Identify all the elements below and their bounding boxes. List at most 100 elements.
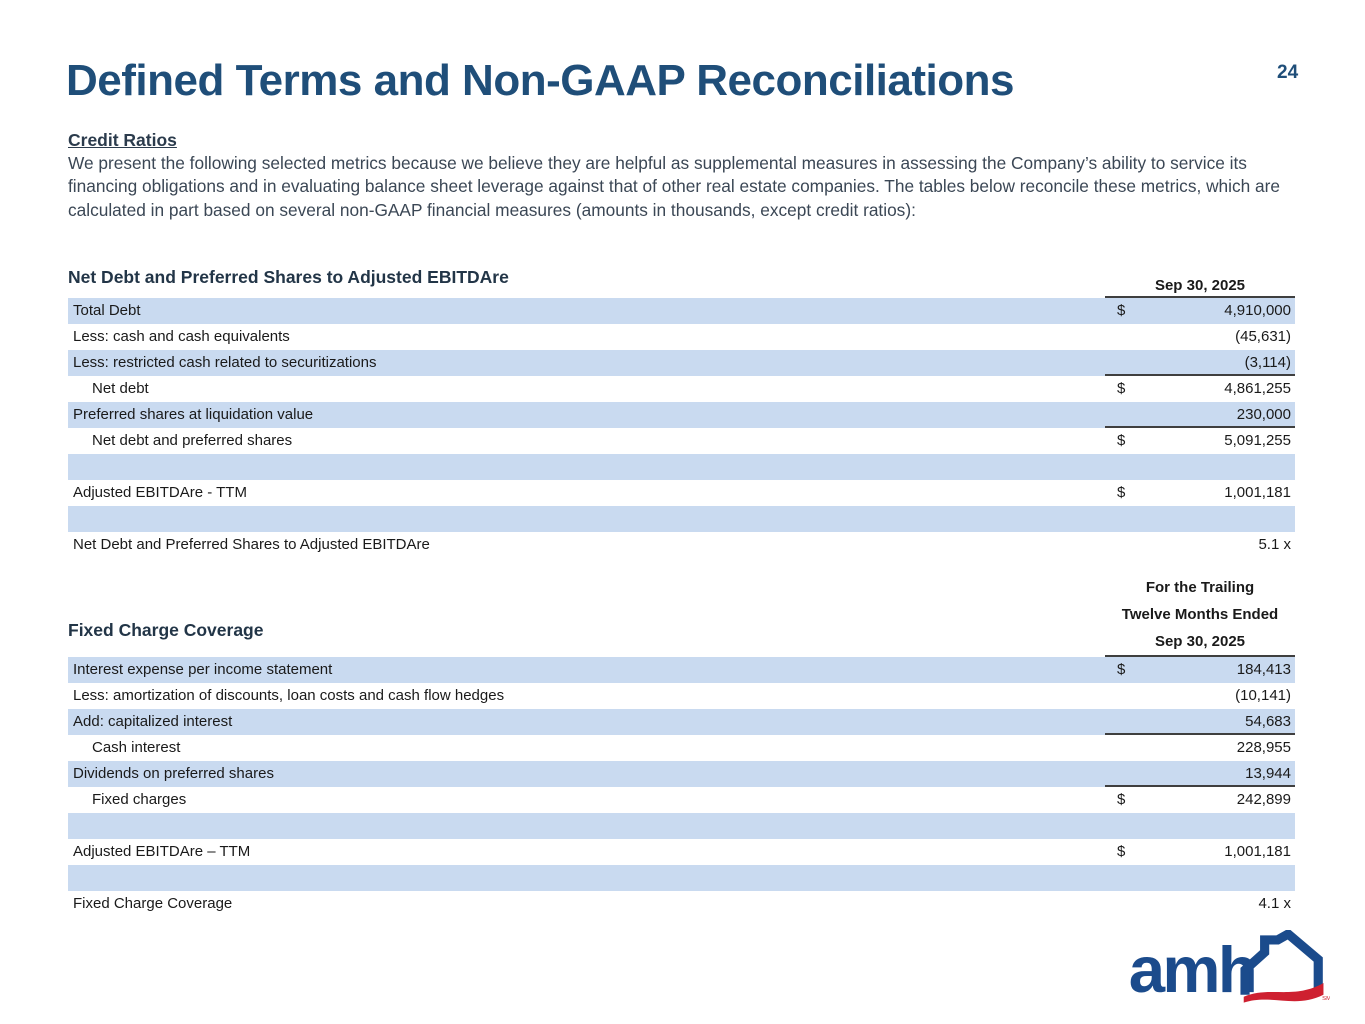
table-row: Cash interest 228,955 <box>68 735 1295 761</box>
table-row <box>68 865 1295 891</box>
row-value: 13,944 <box>1245 765 1291 782</box>
table-row <box>68 506 1295 532</box>
row-label: Net Debt and Preferred Shares to Adjuste… <box>73 536 430 553</box>
amh-logo-sm: SM <box>1322 996 1330 1002</box>
dollar-sign: $ <box>1117 843 1126 860</box>
table-row: Adjusted EBITDAre – TTM $1,001,181 <box>68 839 1295 865</box>
row-label: Net debt and preferred shares <box>92 432 293 449</box>
row-label: Fixed Charge Coverage <box>73 895 233 912</box>
row-value: 5.1 x <box>1258 536 1291 553</box>
row-value: (3,114) <box>1244 354 1291 371</box>
row-label: Adjusted EBITDAre – TTM <box>73 843 251 860</box>
row-label: Total Debt <box>73 302 141 319</box>
table-row: Less: restricted cash related to securit… <box>68 350 1295 376</box>
column-header-line: Sep 30, 2025 <box>1154 277 1246 294</box>
dollar-sign: $ <box>1117 380 1126 397</box>
table-row <box>68 454 1295 480</box>
dollar-sign: $ <box>1117 302 1126 319</box>
house-icon <box>1240 930 1323 995</box>
table-row: Less: amortization of discounts, loan co… <box>68 683 1295 709</box>
row-value: 1,001,181 <box>1224 843 1291 860</box>
row-value-cell: $4,910,000 <box>1105 298 1295 324</box>
row-value: 228,955 <box>1236 739 1291 756</box>
row-label: Less: cash and cash equivalents <box>73 328 290 345</box>
page-title: Defined Terms and Non-GAAP Reconciliatio… <box>66 56 1014 105</box>
net-debt-table: Total Debt $4,910,000 Less: cash and cash … <box>68 298 1295 558</box>
row-value: 1,001,181 <box>1224 484 1291 501</box>
column-header-line: Sep 30, 2025 <box>1154 633 1246 650</box>
table-row: Preferred shares at liquidation value 230… <box>68 402 1295 428</box>
intro-paragraph: We present the following selected metric… <box>68 153 1281 220</box>
row-label: Dividends on preferred shares <box>73 765 274 782</box>
row-label: Interest expense per income statement <box>73 661 333 678</box>
dollar-sign: $ <box>1117 791 1126 808</box>
dollar-sign: $ <box>1117 432 1126 449</box>
row-label: Less: restricted cash related to securit… <box>73 354 377 371</box>
page-number: 24 <box>1277 62 1299 83</box>
row-label <box>68 506 1105 532</box>
row-value-cell: (10,141) <box>1105 683 1295 709</box>
credit-ratios-heading: Credit Ratios <box>68 130 177 150</box>
row-label: Preferred shares at liquidation value <box>73 406 314 423</box>
table-row <box>68 813 1295 839</box>
row-value: 54,683 <box>1245 713 1291 730</box>
row-value: 230,000 <box>1236 406 1291 423</box>
row-label: Adjusted EBITDAre - TTM <box>73 484 247 501</box>
table-row: Adjusted EBITDAre - TTM $1,001,181 <box>68 480 1295 506</box>
row-value: (10,141) <box>1235 687 1291 704</box>
row-value-cell: $242,899 <box>1105 787 1295 813</box>
row-value: 5,091,255 <box>1224 432 1291 449</box>
row-value-cell: $1,001,181 <box>1105 480 1295 506</box>
row-value: 4.1 x <box>1258 895 1291 912</box>
column-header-line: For the Trailing <box>1145 579 1255 596</box>
fixed-charge-table-title: Fixed Charge Coverage <box>68 620 264 640</box>
net-debt-table-title: Net Debt and Preferred Shares to Adjuste… <box>68 267 509 287</box>
amh-logo: amh SM <box>1130 930 1330 1006</box>
column-header-line: Twelve Months Ended <box>1121 606 1279 623</box>
table-row: Fixed charges $242,899 <box>68 787 1295 813</box>
row-value: 184,413 <box>1236 661 1291 678</box>
table-row: Dividends on preferred shares 13,944 <box>68 761 1295 787</box>
row-value: (45,631) <box>1235 328 1291 345</box>
row-value-cell <box>1105 813 1295 839</box>
row-label: Net debt <box>92 380 149 397</box>
row-value-cell: $5,091,255 <box>1105 428 1295 454</box>
row-label: Less: amortization of discounts, loan co… <box>73 687 505 704</box>
row-value-cell: $184,413 <box>1105 657 1295 683</box>
row-label: Fixed charges <box>92 791 187 808</box>
row-value-cell: 13,944 <box>1105 761 1295 787</box>
fixed-charge-table-column-header: For the Trailing Twelve Months Ended Sep… <box>1105 574 1295 657</box>
table-row: Net debt and preferred shares $5,091,255 <box>68 428 1295 454</box>
row-value-cell <box>1105 454 1295 480</box>
row-value-cell: 230,000 <box>1105 402 1295 428</box>
table-row: Add: capitalized interest 54,683 <box>68 709 1295 735</box>
row-value-cell: 228,955 <box>1105 735 1295 761</box>
row-value-cell: 4.1 x <box>1105 891 1295 917</box>
table-row: Fixed Charge Coverage 4.1 x <box>68 891 1295 917</box>
row-value-cell: (3,114) <box>1105 350 1295 376</box>
net-debt-table-column-header: Sep 30, 2025 <box>1105 276 1295 298</box>
amh-logo-text: amh <box>1130 933 1255 1006</box>
dollar-sign: $ <box>1117 661 1126 678</box>
table-row: Net Debt and Preferred Shares to Adjuste… <box>68 532 1295 558</box>
row-value: 4,910,000 <box>1224 302 1291 319</box>
row-value-cell <box>1105 865 1295 891</box>
row-value-cell: 5.1 x <box>1105 532 1295 558</box>
row-value-cell <box>1105 506 1295 532</box>
row-label <box>68 454 1105 480</box>
table-row: Net debt $4,861,255 <box>68 376 1295 402</box>
row-value-cell: 54,683 <box>1105 709 1295 735</box>
row-value: 242,899 <box>1236 791 1291 808</box>
row-label: Cash interest <box>92 739 181 756</box>
row-value: 4,861,255 <box>1224 380 1291 397</box>
table-row: Total Debt $4,910,000 <box>68 298 1295 324</box>
fixed-charge-table: Interest expense per income statement $18… <box>68 657 1295 917</box>
row-label <box>68 813 1105 839</box>
table-row: Interest expense per income statement $18… <box>68 657 1295 683</box>
dollar-sign: $ <box>1117 484 1126 501</box>
table-row: Less: cash and cash equivalents (45,631) <box>68 324 1295 350</box>
row-value-cell: $1,001,181 <box>1105 839 1295 865</box>
row-value-cell: (45,631) <box>1105 324 1295 350</box>
row-label <box>68 865 1105 891</box>
